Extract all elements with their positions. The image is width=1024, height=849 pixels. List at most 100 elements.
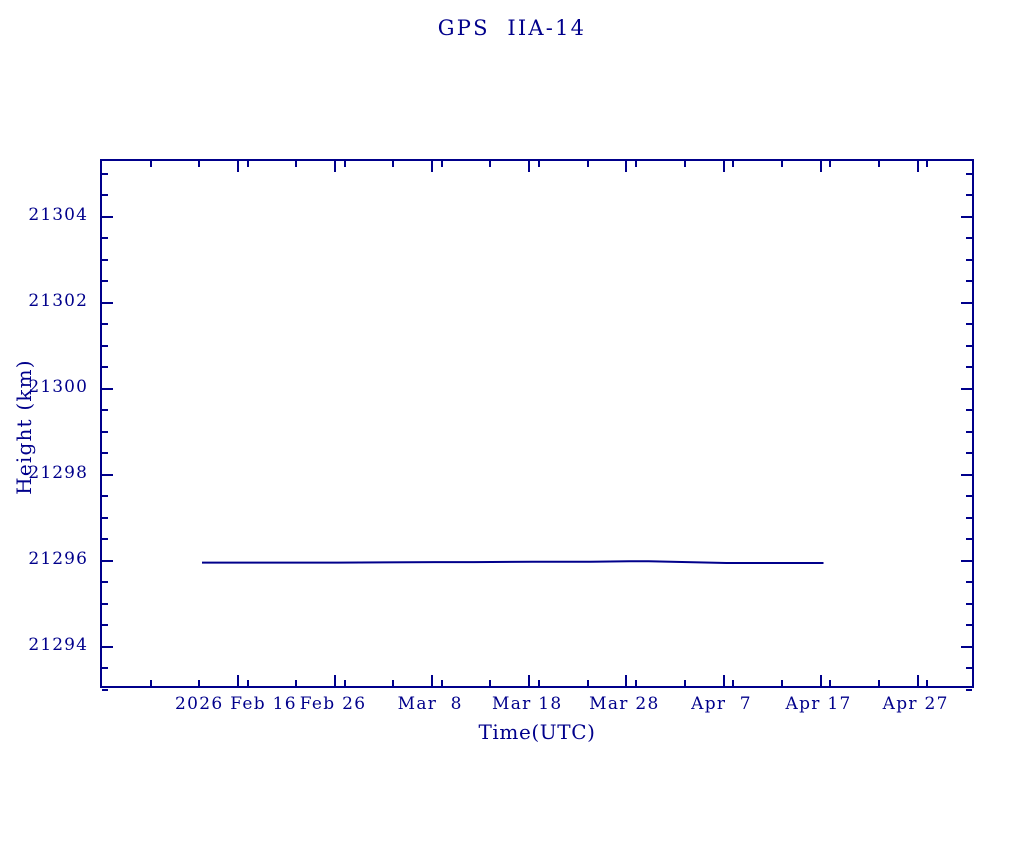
y-axis-tick-right [961, 645, 972, 648]
y-axis-minor-tick-right [966, 624, 972, 627]
y-axis-tick-label: 21302 [28, 290, 88, 311]
x-axis-minor-tick-top [149, 161, 152, 167]
y-axis-tick-right [961, 215, 972, 218]
y-axis-tick-label: 21300 [28, 376, 88, 397]
y-axis-tick [102, 387, 113, 390]
y-axis-minor-tick-right [966, 495, 972, 498]
x-axis-tick [916, 675, 919, 686]
x-axis-minor-tick [343, 680, 346, 686]
x-axis-tick [625, 675, 628, 686]
y-axis-minor-tick-right [966, 344, 972, 347]
y-axis-minor-tick [102, 409, 108, 412]
y-axis-minor-tick [102, 258, 108, 261]
x-axis-minor-tick-top [246, 161, 249, 167]
x-axis-minor-tick [829, 680, 832, 686]
y-axis-minor-tick [102, 624, 108, 627]
y-axis-minor-tick [102, 366, 108, 369]
y-axis-minor-tick-right [966, 689, 972, 691]
x-axis-minor-tick [392, 680, 395, 686]
x-axis-tick [528, 675, 531, 686]
x-axis-minor-tick-top [683, 161, 686, 167]
x-axis-minor-tick-top [926, 161, 929, 167]
y-axis-minor-tick [102, 280, 108, 283]
x-axis-tick-label: Mar 28 [589, 694, 660, 714]
x-axis-minor-tick-top [392, 161, 395, 167]
x-axis-minor-tick [538, 680, 540, 686]
y-axis-minor-tick-right [966, 516, 972, 519]
x-axis-tick-top [722, 161, 725, 172]
y-axis-minor-tick-right [966, 409, 972, 412]
y-axis-minor-tick-right [966, 366, 972, 369]
y-axis-tick [102, 559, 113, 562]
y-axis-tick-right [961, 301, 972, 304]
x-axis-minor-tick [149, 680, 152, 686]
y-axis-title: Height (km) [12, 359, 36, 495]
x-axis-minor-tick [440, 680, 443, 686]
x-axis-minor-tick-top [489, 161, 492, 167]
plot-frame [100, 159, 974, 691]
x-axis-minor-tick-top [586, 161, 589, 167]
x-axis-tick [236, 675, 239, 686]
chart-title: GPS IIA-14 [437, 16, 587, 40]
x-axis-minor-tick-top [635, 161, 638, 167]
y-axis-minor-tick [102, 495, 108, 498]
y-axis-minor-tick-right [966, 194, 972, 197]
x-axis-tick-label: Mar 18 [492, 694, 563, 714]
x-axis-minor-tick [926, 680, 929, 686]
x-axis-tick-label: Apr 27 [882, 694, 949, 714]
y-axis-tick [102, 215, 113, 218]
x-axis-tick-top [819, 161, 822, 172]
y-axis-minor-tick [102, 667, 108, 670]
x-axis-tick-top [625, 161, 628, 172]
x-axis-minor-tick-top [538, 161, 540, 167]
y-axis-tick-right [961, 559, 972, 562]
x-axis-tick-label: 2026 Feb 16 [175, 694, 297, 714]
y-axis-minor-tick-right [966, 452, 972, 455]
x-axis-minor-tick-top [732, 161, 735, 167]
x-axis-minor-tick [635, 680, 638, 686]
data-series-layer [202, 560, 824, 564]
x-axis-tick-label: Apr 7 [691, 694, 752, 714]
x-axis-tick-label: Mar 8 [397, 694, 463, 714]
x-axis-minor-tick-top [295, 161, 298, 167]
y-axis-minor-tick [102, 602, 108, 605]
x-axis-minor-tick [877, 680, 880, 686]
y-axis-tick-label: 21296 [28, 548, 88, 569]
x-axis-minor-tick-top [877, 161, 880, 167]
y-axis-minor-tick-right [966, 172, 972, 175]
x-axis-minor-tick [683, 680, 686, 686]
y-axis-tick-label: 21298 [28, 462, 88, 483]
x-axis-minor-tick [732, 680, 735, 686]
y-axis-minor-tick [102, 452, 108, 455]
x-axis-minor-tick-top [829, 161, 832, 167]
x-axis-minor-tick-top [780, 161, 783, 167]
x-axis-minor-tick-top [343, 161, 346, 167]
y-axis-minor-tick [102, 344, 108, 347]
x-axis-tick [334, 675, 337, 686]
x-axis-minor-tick [198, 680, 201, 686]
x-axis-tick-top [528, 161, 531, 172]
y-axis-minor-tick-right [966, 602, 972, 605]
y-axis-tick [102, 473, 113, 476]
x-axis-minor-tick [246, 680, 249, 686]
y-axis-tick [102, 645, 113, 648]
y-axis-tick [102, 301, 113, 304]
x-axis-tick-top [334, 161, 337, 172]
x-axis-tick [722, 675, 725, 686]
x-axis-minor-tick [780, 680, 783, 686]
y-axis-minor-tick-right [966, 323, 972, 326]
y-axis-minor-tick [102, 172, 108, 175]
x-axis-tick-top [431, 161, 434, 172]
y-axis-tick-label: 21294 [28, 634, 88, 655]
x-axis-minor-tick-top [440, 161, 443, 167]
x-axis-tick [819, 675, 822, 686]
x-axis-tick-top [236, 161, 239, 172]
x-axis-minor-tick [489, 680, 492, 686]
y-axis-minor-tick [102, 430, 108, 433]
x-axis-minor-tick-top [198, 161, 201, 167]
y-axis-minor-tick-right [966, 258, 972, 261]
x-axis-tick [431, 675, 434, 686]
y-axis-minor-tick-right [966, 538, 972, 541]
y-axis-tick-right [961, 387, 972, 390]
y-axis-minor-tick [102, 323, 108, 326]
